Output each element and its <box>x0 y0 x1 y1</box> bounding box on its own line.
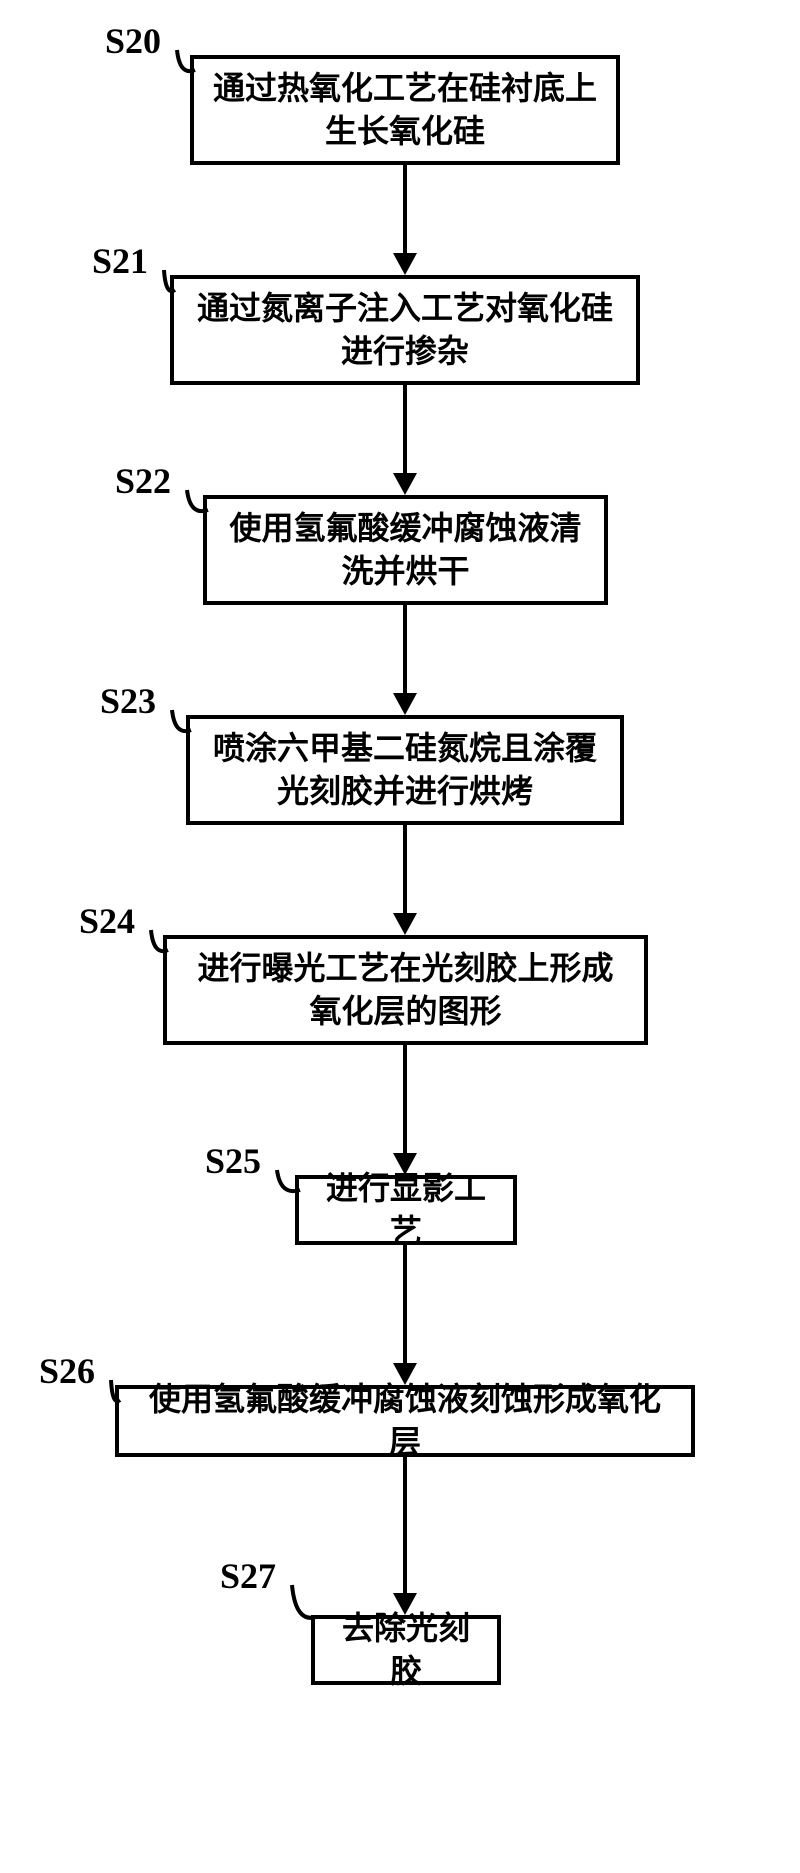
flow-node-s20: 通过热氧化工艺在硅衬底上生长氧化硅 <box>190 55 620 165</box>
flow-arrow-head <box>393 693 417 715</box>
flow-arrow-head <box>393 253 417 275</box>
flowchart-container: 通过热氧化工艺在硅衬底上生长氧化硅通过氮离子注入工艺对氧化硅进行掺杂使用氢氟酸缓… <box>0 0 800 1873</box>
flow-arrow-head <box>393 913 417 935</box>
flow-arrow-line <box>403 1245 407 1365</box>
flow-node-text: 进行显影工艺 <box>317 1167 495 1253</box>
leader-curve <box>271 1164 306 1196</box>
flow-node-s23: 喷涂六甲基二硅氮烷且涂覆光刻胶并进行烘烤 <box>186 715 624 825</box>
step-label-s27: S27 <box>220 1555 276 1597</box>
flow-node-s24: 进行曝光工艺在光刻胶上形成氧化层的图形 <box>163 935 648 1045</box>
step-label-s24: S24 <box>79 900 135 942</box>
flow-node-text: 使用氢氟酸缓冲腐蚀液刻蚀形成氧化层 <box>137 1378 673 1464</box>
flow-arrow-line <box>403 1045 407 1155</box>
leader-curve <box>181 484 214 516</box>
flow-node-text: 喷涂六甲基二硅氮烷且涂覆光刻胶并进行烘烤 <box>208 727 602 813</box>
flow-node-text: 去除光刻胶 <box>333 1607 479 1693</box>
flow-node-text: 使用氢氟酸缓冲腐蚀液清洗并烘干 <box>225 507 586 593</box>
flow-arrow-head <box>393 1363 417 1385</box>
flow-node-s27: 去除光刻胶 <box>311 1615 501 1685</box>
flow-node-s22: 使用氢氟酸缓冲腐蚀液清洗并烘干 <box>203 495 608 605</box>
step-label-s22: S22 <box>115 460 171 502</box>
step-label-s23: S23 <box>100 680 156 722</box>
leader-curve <box>166 704 197 736</box>
step-label-s25: S25 <box>205 1140 261 1182</box>
flow-node-s26: 使用氢氟酸缓冲腐蚀液刻蚀形成氧化层 <box>115 1385 695 1457</box>
flow-node-s25: 进行显影工艺 <box>295 1175 517 1245</box>
flow-arrow-head <box>393 473 417 495</box>
flow-arrow-line <box>403 605 407 695</box>
leader-curve <box>158 264 181 296</box>
step-label-s26: S26 <box>39 1350 95 1392</box>
flow-node-s21: 通过氮离子注入工艺对氧化硅进行掺杂 <box>170 275 640 385</box>
flow-arrow-line <box>403 385 407 475</box>
leader-curve <box>105 1374 126 1406</box>
flow-arrow-line <box>403 825 407 915</box>
flow-arrow-line <box>403 165 407 255</box>
flow-node-text: 进行曝光工艺在光刻胶上形成氧化层的图形 <box>185 947 626 1033</box>
step-label-s20: S20 <box>105 20 161 62</box>
flow-arrow-head <box>393 1593 417 1615</box>
step-label-s21: S21 <box>92 240 148 282</box>
leader-curve <box>171 44 201 76</box>
flow-arrow-head <box>393 1153 417 1175</box>
flow-node-text: 通过热氧化工艺在硅衬底上生长氧化硅 <box>212 67 598 153</box>
leader-curve <box>145 924 174 956</box>
leader-curve <box>286 1579 322 1623</box>
flow-arrow-line <box>403 1457 407 1595</box>
flow-node-text: 通过氮离子注入工艺对氧化硅进行掺杂 <box>192 287 618 373</box>
